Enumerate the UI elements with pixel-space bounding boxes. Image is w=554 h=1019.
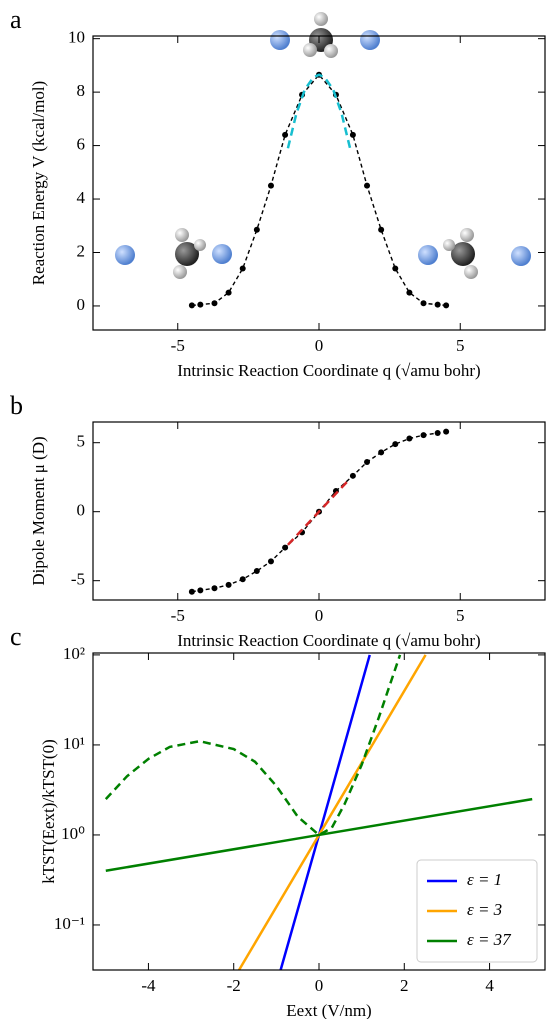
data-point — [349, 131, 356, 138]
data-point — [349, 472, 356, 479]
data-point — [378, 226, 385, 233]
y-axis-label: kTST(Eext)/kTST(0) — [39, 739, 58, 883]
legend-label: ε = 37 — [467, 930, 512, 949]
data-point — [211, 585, 218, 592]
x-axis-label: Eext (V/nm) — [286, 1001, 371, 1019]
x-tick-label: 2 — [400, 976, 409, 995]
panel-label: c — [10, 622, 22, 651]
x-tick-label: 0 — [315, 606, 324, 625]
data-point — [282, 131, 289, 138]
x-tick-label: 0 — [315, 336, 324, 355]
y-tick-label: 10⁰ — [61, 824, 85, 843]
data-point — [406, 289, 413, 296]
data-point — [420, 432, 427, 439]
x-tick-label: 0 — [315, 976, 324, 995]
plot-area — [188, 71, 450, 309]
series-line — [104, 654, 402, 837]
data-point — [197, 587, 204, 594]
x-tick-label: 5 — [456, 606, 465, 625]
x-tick-label: -4 — [141, 976, 156, 995]
panel-label: a — [10, 5, 22, 34]
series-line — [286, 73, 352, 149]
data-point — [253, 568, 260, 575]
data-point — [225, 289, 232, 296]
data-point — [267, 558, 274, 565]
series-line — [191, 73, 447, 307]
y-tick-label: 10¹ — [63, 734, 85, 753]
series-line — [105, 797, 533, 872]
data-point — [211, 300, 218, 307]
series-line — [287, 477, 351, 546]
data-point — [420, 300, 427, 307]
y-tick-label: 8 — [77, 81, 86, 100]
y-tick-label: 5 — [77, 432, 86, 451]
legend-label: ε = 3 — [467, 900, 502, 919]
axes-frame — [92, 35, 546, 331]
data-point — [197, 301, 204, 308]
legend-box — [416, 859, 538, 963]
data-point — [188, 302, 195, 309]
y-tick-label: 4 — [77, 188, 86, 207]
y-tick-label: -5 — [71, 570, 85, 589]
y-tick-label: 10² — [63, 644, 85, 663]
data-point — [443, 302, 450, 309]
x-tick-label: 5 — [456, 336, 465, 355]
data-point — [253, 226, 260, 233]
data-point — [239, 576, 246, 583]
x-axis-label: Intrinsic Reaction Coordinate q (√amu bo… — [177, 631, 480, 650]
data-point — [434, 301, 441, 308]
data-point — [378, 449, 385, 456]
y-tick-label: 2 — [77, 241, 86, 260]
x-axis-label: Intrinsic Reaction Coordinate q (√amu bo… — [177, 361, 480, 380]
data-point — [443, 428, 450, 435]
x-tick-label: -5 — [171, 606, 185, 625]
y-axis-label: Dipole Moment μ (D) — [29, 436, 48, 585]
panel-label: b — [10, 391, 23, 420]
y-axis-label: Reaction Energy V (kcal/mol) — [29, 81, 48, 285]
series-line — [237, 654, 427, 970]
data-point — [267, 182, 274, 189]
data-point — [188, 588, 195, 595]
data-point — [364, 459, 371, 466]
molecule-right — [418, 228, 531, 279]
data-point — [225, 581, 232, 588]
x-tick-label: 4 — [485, 976, 494, 995]
y-tick-label: 0 — [77, 501, 86, 520]
data-point — [392, 265, 399, 272]
data-point — [282, 544, 289, 551]
data-point — [239, 265, 246, 272]
y-tick-label: 10 — [68, 28, 85, 47]
molecule-left — [115, 228, 232, 279]
legend-label: ε = 1 — [467, 870, 502, 889]
x-tick-label: -5 — [171, 336, 185, 355]
plot-area — [188, 428, 450, 595]
y-tick-label: 6 — [77, 134, 86, 153]
molecule-top — [270, 12, 380, 58]
y-tick-label: 10⁻¹ — [54, 914, 85, 933]
y-tick-label: 0 — [77, 295, 86, 314]
data-point — [406, 435, 413, 442]
data-point — [434, 430, 441, 437]
data-point — [392, 441, 399, 448]
data-point — [364, 182, 371, 189]
plot-area — [104, 654, 533, 970]
x-tick-label: -2 — [227, 976, 241, 995]
